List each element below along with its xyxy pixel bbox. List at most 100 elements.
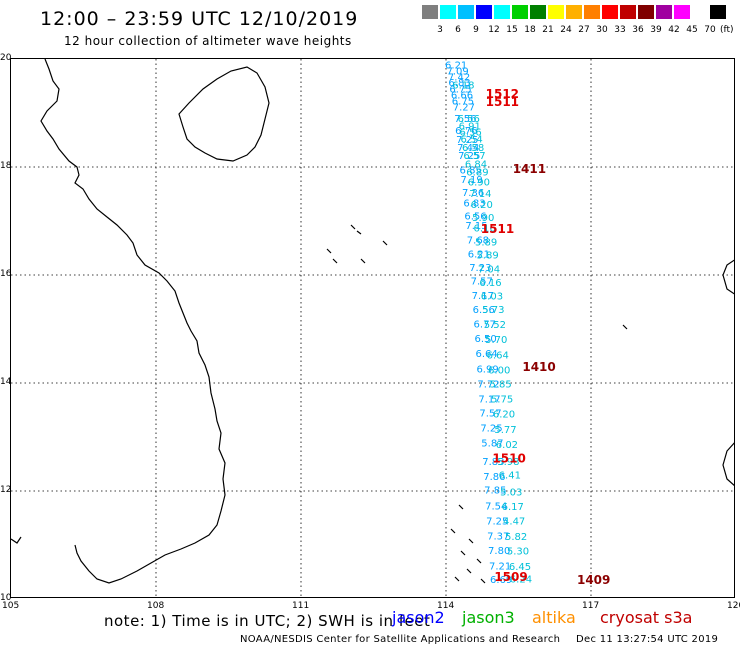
legend-swatch bbox=[440, 5, 456, 19]
longitude-tick-label: 108 bbox=[147, 601, 165, 611]
legend-swatch bbox=[422, 5, 438, 19]
wave-height-label: 6.64 bbox=[487, 351, 509, 362]
pass-time-label: 1509 bbox=[494, 570, 527, 584]
wave-height-label: 7.17 bbox=[472, 291, 494, 302]
legend-unit: (ft) bbox=[720, 25, 734, 35]
longitude-tick-label: 114 bbox=[437, 601, 455, 611]
pass-time-label: 1510 bbox=[492, 451, 525, 465]
longitude-tick-label: 105 bbox=[2, 601, 20, 611]
wave-height-label: 6.02 bbox=[496, 440, 518, 451]
wave-height-label: 5.90 bbox=[472, 213, 494, 224]
wave-height-label: 5.85 bbox=[490, 379, 512, 390]
pass-time-label: 1411 bbox=[513, 162, 546, 176]
legend-swatch bbox=[458, 5, 474, 19]
wave-height-label: 7.21 bbox=[489, 561, 511, 572]
wave-height-label: 7.44 bbox=[457, 143, 479, 154]
wave-height-label: 6.75 bbox=[449, 84, 471, 95]
wave-height-label: 5.87 bbox=[481, 439, 503, 450]
satellite-name: altika bbox=[532, 608, 576, 627]
latitude-tick-label: 20 bbox=[0, 53, 12, 63]
wave-height-label: 6.54 bbox=[461, 135, 483, 146]
legend-level-label: 3 bbox=[437, 25, 443, 35]
wave-height-label: 6.56 bbox=[464, 211, 486, 222]
legend-swatch bbox=[710, 5, 726, 19]
wave-height-label: 5.77 bbox=[494, 425, 516, 436]
legend-level-label: 24 bbox=[560, 25, 572, 35]
pass-time-label: 1512 bbox=[486, 87, 519, 101]
pass-time-label: 1410 bbox=[522, 360, 555, 374]
paracel-islands bbox=[326, 224, 388, 264]
wave-height-label: 7.15 bbox=[465, 221, 487, 232]
satellite-name: jason3 bbox=[462, 608, 515, 627]
latitude-tick-label: 12 bbox=[0, 485, 12, 495]
wave-height-label: 7.25 bbox=[480, 424, 502, 435]
wave-height-label: 7.25 bbox=[458, 151, 480, 162]
wave-height-label: 5.82 bbox=[505, 532, 527, 543]
legend-level-label: 6 bbox=[455, 25, 461, 35]
wave-height-label: 7.57 bbox=[479, 408, 501, 419]
legend-swatch bbox=[656, 5, 672, 19]
wave-height-label: 5.73 bbox=[482, 305, 504, 316]
wave-height-label: 6.66 bbox=[451, 90, 473, 101]
wave-height-label: 6.85 bbox=[460, 165, 482, 176]
wave-height-label: 5.89 bbox=[476, 250, 498, 261]
wave-height-label: 6.69 bbox=[490, 575, 512, 586]
wave-height-label: 6.84 bbox=[465, 160, 487, 171]
pass-time-label: 1511 bbox=[486, 95, 519, 109]
wave-height-label: 7.42 bbox=[448, 73, 470, 84]
wave-height-label: 7.85 bbox=[484, 486, 506, 497]
legend-level-label: 30 bbox=[596, 25, 608, 35]
wave-height-label: 7.68 bbox=[467, 236, 489, 247]
legend-level-label: 39 bbox=[650, 25, 662, 35]
wave-height-label: 6.21 bbox=[445, 61, 467, 72]
wave-height-label: 6.77 bbox=[474, 319, 496, 330]
wave-height-label: 5.75 bbox=[491, 394, 513, 405]
hainan-coastline bbox=[178, 66, 270, 162]
legend-swatch bbox=[692, 5, 708, 19]
wave-height-label: 7.23 bbox=[469, 263, 491, 274]
wave-height-label: 6.20 bbox=[471, 200, 493, 211]
wave-height-label: 6.21 bbox=[468, 250, 490, 261]
descending-track: 6.217.097.426.836.756.666.757.277.566.76… bbox=[445, 61, 512, 586]
wave-height-label: 6.20 bbox=[493, 410, 515, 421]
lat-lon-grid bbox=[11, 59, 734, 597]
legend-level-label: 45 bbox=[686, 25, 698, 35]
wave-height-label: 7.04 bbox=[478, 264, 500, 275]
legend-swatch bbox=[602, 5, 618, 19]
wave-height-label: 7.86 bbox=[483, 472, 505, 483]
wave-height-label: 7.56 bbox=[454, 114, 476, 125]
wave-height-label: 6.58 bbox=[462, 143, 484, 154]
legend-level-label: 27 bbox=[578, 25, 590, 35]
luzon-coastline-south bbox=[722, 442, 734, 487]
wave-height-label: 6.56 bbox=[473, 305, 495, 316]
wave-height-label: 5.89 bbox=[475, 237, 497, 248]
legend-swatch bbox=[494, 5, 510, 19]
chart-subtitle: 12 hour collection of altimeter wave hei… bbox=[64, 34, 352, 48]
wave-height-label: 7.54 bbox=[485, 501, 507, 512]
wave-height-label: 7.25 bbox=[456, 135, 478, 146]
ascending-track: 6.186.566.916.566.546.586.576.846.896.90… bbox=[452, 81, 532, 586]
wave-height-label: 6.00 bbox=[488, 365, 510, 376]
legend-level-label: 12 bbox=[488, 25, 500, 35]
wave-height-label: 5.98 bbox=[497, 457, 519, 468]
latitude-tick-label: 18 bbox=[0, 161, 12, 171]
wave-height-label: 6.75 bbox=[452, 96, 474, 107]
wave-height-label: 6.83 bbox=[448, 78, 470, 89]
legend-level-label: 21 bbox=[542, 25, 554, 35]
wave-height-label: 6.64 bbox=[475, 349, 497, 360]
legend-level-label: 18 bbox=[524, 25, 536, 35]
satellite-name: jason2 bbox=[392, 608, 445, 627]
pass-time-label: 1511 bbox=[481, 222, 514, 236]
wave-height-label: 6.16 bbox=[474, 223, 496, 234]
credit-line: NOAA/NESDIS Center for Satellite Applica… bbox=[240, 634, 561, 645]
wave-height-label: 6.91 bbox=[459, 122, 481, 133]
legend-swatch bbox=[512, 5, 528, 19]
wave-height-label: 7.36 bbox=[462, 188, 484, 199]
wave-height-label: 7.25 bbox=[486, 516, 508, 527]
wave-height-label: 7.14 bbox=[469, 189, 491, 200]
latitude-tick-label: 14 bbox=[0, 377, 12, 387]
satellite-name: cryosat s3a bbox=[600, 608, 693, 627]
map-panel[interactable]: 6.21 7.09 7.42 6.83 6.75 6.66 6.75 7.27 7.56 6.76… bbox=[10, 58, 735, 598]
wave-height-label: 4.47 bbox=[503, 516, 525, 527]
